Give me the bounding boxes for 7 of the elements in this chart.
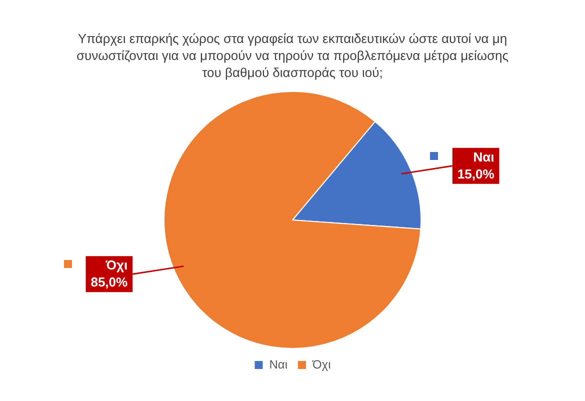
data-label: 15,0%	[457, 166, 495, 182]
legend-label: Ναι	[269, 357, 288, 372]
slice-label: Ναι	[473, 149, 495, 164]
slice-label: Όχι	[104, 258, 128, 273]
chart-title: Υπάρχει επαρκής χώρος στα γραφεία των εκπαιδευτικών ώστε αυτοί να μη συνωστίζονται για να μπορούν να τηρούν τα προβλεπόμενα μέτρα μείωσης του βαθμού διασποράς του ιού;	[75, 30, 510, 81]
data-label: 85,0%	[90, 274, 128, 290]
legend-label: Όχι	[312, 357, 332, 372]
